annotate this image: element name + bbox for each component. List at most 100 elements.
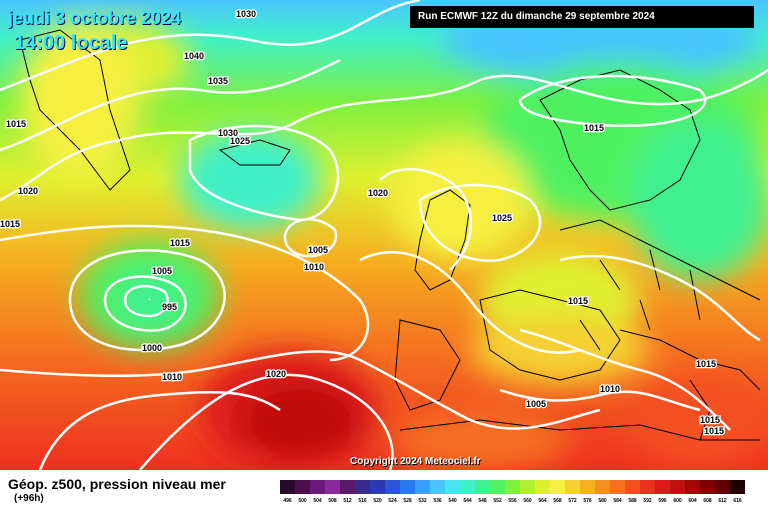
scale-tick-label: 552	[493, 498, 502, 504]
scale-tick-label: 548	[478, 498, 487, 504]
isobar-label: 1005	[526, 399, 546, 409]
scale-swatch	[685, 480, 700, 494]
scale-tick-label: 564	[538, 498, 547, 504]
scale-swatch	[355, 480, 370, 494]
color-scale-ticks: 496 500 504 508 512 516 520 524 528 532 536 540 544 5…	[280, 498, 745, 504]
forecast-date: jeudi 3 octobre 2024	[8, 8, 182, 28]
scale-tick-label: 524	[388, 498, 397, 504]
scale-tick-label: 544	[463, 498, 472, 504]
scale-swatch	[550, 480, 565, 494]
isobar-label: 1020	[368, 188, 388, 198]
isobar-label: 1015	[6, 119, 26, 129]
scale-swatch	[295, 480, 310, 494]
isobar-label: 1025	[230, 136, 250, 146]
isobar-label: 1020	[18, 186, 38, 196]
scale-tick-label: 596	[658, 498, 667, 504]
scale-tick-label: 600	[673, 498, 682, 504]
isobar-label: 1010	[162, 372, 182, 382]
isobar-label: 1005	[308, 245, 328, 255]
isobar-label: 1015	[700, 415, 720, 425]
scale-tick-label: 572	[568, 498, 577, 504]
scale-swatch	[280, 480, 295, 494]
forecast-lead-time: (+96h)	[14, 493, 44, 504]
scale-tick-label: 584	[613, 498, 622, 504]
scale-swatch	[565, 480, 580, 494]
scale-swatch	[730, 480, 745, 494]
scale-tick-label: 516	[358, 498, 367, 504]
scale-tick-label: 496	[283, 498, 292, 504]
scale-tick-label: 612	[718, 498, 727, 504]
forecast-local-time: 14:00 locale	[14, 32, 128, 54]
scale-swatch	[535, 480, 550, 494]
geopotential-fields	[20, 0, 768, 470]
scale-tick-label: 580	[598, 498, 607, 504]
scale-swatch	[700, 480, 715, 494]
isobar-label: 1015	[568, 296, 588, 306]
isobar-label: 1015	[170, 238, 190, 248]
scale-tick-label: 588	[628, 498, 637, 504]
scale-swatch	[430, 480, 445, 494]
scale-tick-label: 500	[298, 498, 307, 504]
scale-tick-label: 540	[448, 498, 457, 504]
scale-tick-label: 536	[433, 498, 442, 504]
isobar-label: 1015	[584, 123, 604, 133]
scale-swatch	[595, 480, 610, 494]
isobar-label: 1010	[600, 384, 620, 394]
scale-tick-label: 556	[508, 498, 517, 504]
scale-tick-label: 604	[688, 498, 697, 504]
scale-tick-label: 512	[343, 498, 352, 504]
scale-swatch	[340, 480, 355, 494]
scale-swatch	[520, 480, 535, 494]
scale-swatch	[475, 480, 490, 494]
scale-swatch	[370, 480, 385, 494]
isobar-label: 1015	[0, 219, 20, 229]
isobar-label: 1030	[218, 128, 238, 138]
scale-swatch	[310, 480, 325, 494]
scale-swatch	[580, 480, 595, 494]
isobar-label: 1040	[184, 51, 204, 61]
isobar-label: 1035	[208, 76, 228, 86]
scale-swatch	[625, 480, 640, 494]
scale-tick-label: 528	[403, 498, 412, 504]
scale-swatch	[655, 480, 670, 494]
isobar-label: 1025	[492, 213, 512, 223]
scale-tick-label: 508	[328, 498, 337, 504]
scale-tick-label: 520	[373, 498, 382, 504]
scale-swatch	[460, 480, 475, 494]
color-scale	[280, 480, 745, 494]
scale-swatch	[445, 480, 460, 494]
scale-swatch	[415, 480, 430, 494]
isobar-label: 1005	[152, 266, 172, 276]
isobar-label: 1010	[304, 262, 324, 272]
low-pressure-center: •	[148, 295, 151, 304]
scale-swatch	[610, 480, 625, 494]
scale-swatch	[640, 480, 655, 494]
scale-swatch	[490, 480, 505, 494]
isobar-label: 1020	[266, 369, 286, 379]
map-title: Géop. z500, pression niveau mer	[8, 476, 226, 492]
scale-tick-label: 560	[523, 498, 532, 504]
scale-swatch	[715, 480, 730, 494]
scale-swatch	[505, 480, 520, 494]
scale-tick-label: 592	[643, 498, 652, 504]
isobar-label: 1030	[236, 9, 256, 19]
scale-tick-label: 568	[553, 498, 562, 504]
isobar-label: 1000	[142, 343, 162, 353]
run-info-box: Run ECMWF 12Z du dimanche 29 septembre 2…	[410, 6, 754, 28]
scale-tick-label: 504	[313, 498, 322, 504]
isobar-label: 1015	[704, 426, 724, 436]
scale-swatch	[400, 480, 415, 494]
scale-swatch	[670, 480, 685, 494]
isobars	[0, 0, 768, 470]
scale-swatch	[385, 480, 400, 494]
scale-tick-label: 616	[733, 498, 742, 504]
isobar-label: 995	[162, 302, 177, 312]
scale-tick-label: 532	[418, 498, 427, 504]
isobar-label: 1015	[696, 359, 716, 369]
copyright-text: Copyright 2024 Meteociel.fr	[350, 456, 481, 467]
scale-tick-label: 608	[703, 498, 712, 504]
scale-swatch	[325, 480, 340, 494]
scale-tick-label: 576	[583, 498, 592, 504]
